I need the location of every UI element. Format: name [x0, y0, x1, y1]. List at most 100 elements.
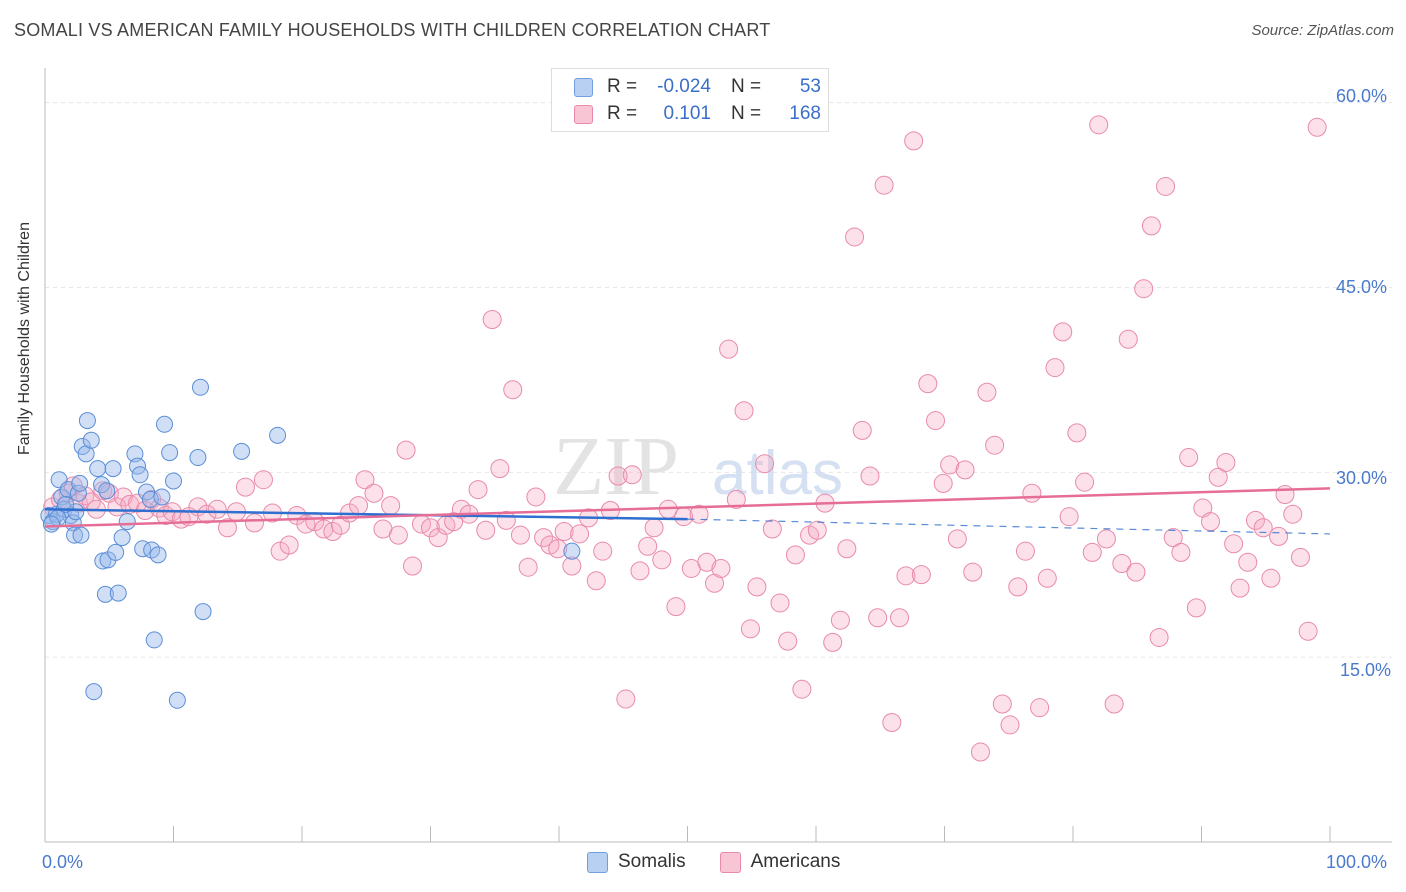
- american-point: [740, 619, 760, 639]
- american-point: [608, 466, 628, 486]
- american-point: [911, 565, 931, 585]
- american-point: [355, 470, 375, 490]
- american-point: [845, 227, 865, 247]
- american-point: [548, 539, 568, 559]
- american-point: [1008, 577, 1028, 597]
- r-label: R =: [607, 103, 638, 124]
- somalis-trend-extension: [687, 518, 1331, 535]
- american-point: [1171, 542, 1191, 562]
- american-point: [562, 556, 582, 576]
- chart-title: SOMALI VS AMERICAN FAMILY HOUSEHOLDS WIT…: [14, 20, 771, 40]
- american-point: [235, 477, 255, 497]
- american-point: [503, 380, 523, 400]
- american-point: [1022, 483, 1042, 503]
- somali-point: [161, 444, 179, 462]
- americans-legend-swatch: [719, 851, 741, 873]
- american-point: [1075, 472, 1095, 492]
- r-value: -0.024: [657, 76, 711, 97]
- american-point: [1224, 534, 1244, 554]
- american-point: [279, 535, 299, 555]
- american-point: [207, 499, 227, 519]
- y-tick-label-60: 60.0%: [1336, 86, 1388, 106]
- somalis-trend-line: [44, 508, 688, 521]
- x-tick-label-max: 100.0%: [1326, 852, 1388, 872]
- american-point: [1053, 322, 1073, 342]
- legend-row-somalis: R = -0.024 N = 53: [574, 75, 821, 99]
- r-value: 0.101: [663, 103, 711, 124]
- somali-point: [189, 449, 207, 467]
- legend-item-americans: Americans: [719, 851, 841, 873]
- american-point: [792, 679, 812, 699]
- american-point: [381, 496, 401, 516]
- american-point: [992, 694, 1012, 714]
- american-point: [1216, 452, 1236, 472]
- american-point: [785, 545, 805, 565]
- american-point: [1245, 510, 1265, 530]
- american-point: [149, 498, 169, 518]
- american-point: [697, 552, 717, 572]
- somali-point: [96, 585, 114, 603]
- american-point: [1000, 715, 1020, 735]
- american-point: [963, 562, 983, 582]
- american-point: [526, 487, 546, 507]
- american-point: [1269, 526, 1289, 546]
- somali-point: [109, 584, 127, 602]
- somali-point: [113, 529, 131, 547]
- american-point: [1163, 528, 1183, 548]
- american-point: [837, 539, 857, 559]
- american-point: [1045, 358, 1065, 378]
- american-point: [403, 556, 423, 576]
- american-point: [1037, 568, 1057, 588]
- american-point: [940, 455, 960, 475]
- americans-legend-label: Americans: [750, 851, 841, 872]
- somali-point: [118, 513, 136, 531]
- somali-point: [165, 472, 182, 490]
- somali-point: [156, 415, 174, 433]
- americans-trend-line: [44, 487, 1331, 528]
- american-point: [510, 525, 530, 545]
- american-point: [985, 435, 1005, 455]
- american-point: [918, 374, 938, 394]
- american-point: [1134, 279, 1154, 299]
- american-point: [666, 597, 686, 617]
- y-axis-label: Family Households with Children: [16, 222, 33, 455]
- american-point: [490, 459, 510, 479]
- axes: [44, 68, 1392, 843]
- american-point: [1149, 627, 1169, 647]
- american-point: [364, 483, 384, 503]
- american-point: [1238, 552, 1258, 572]
- n-label: N =: [731, 103, 762, 124]
- somalis-points: [40, 378, 581, 709]
- american-point: [1186, 598, 1206, 618]
- somali-point: [71, 474, 89, 492]
- n-value: 53: [799, 76, 821, 97]
- american-point: [1067, 423, 1087, 443]
- somali-point: [89, 460, 107, 478]
- american-point: [388, 525, 408, 545]
- american-point: [955, 460, 975, 480]
- watermark-atlas: atlas: [712, 439, 843, 508]
- american-point: [217, 518, 237, 538]
- american-point: [807, 520, 827, 540]
- american-point: [534, 528, 554, 548]
- american-point: [970, 742, 990, 762]
- somali-point: [82, 431, 100, 449]
- american-point: [1253, 518, 1273, 538]
- somali-point: [153, 488, 171, 506]
- somali-point: [191, 378, 209, 396]
- american-point: [444, 512, 464, 532]
- american-point: [823, 632, 843, 652]
- y-tick-label-45: 45.0%: [1336, 277, 1388, 297]
- y-tick-label-30: 30.0%: [1336, 468, 1388, 488]
- american-point: [1112, 554, 1132, 574]
- american-point: [1283, 504, 1303, 524]
- somali-point: [107, 543, 125, 561]
- american-point: [1059, 507, 1079, 527]
- somali-point: [145, 631, 163, 649]
- american-point: [1082, 542, 1102, 562]
- american-point: [1096, 529, 1116, 549]
- source-label: Source: ZipAtlas.com: [1251, 22, 1394, 39]
- american-point: [860, 466, 880, 486]
- american-point: [1030, 698, 1050, 718]
